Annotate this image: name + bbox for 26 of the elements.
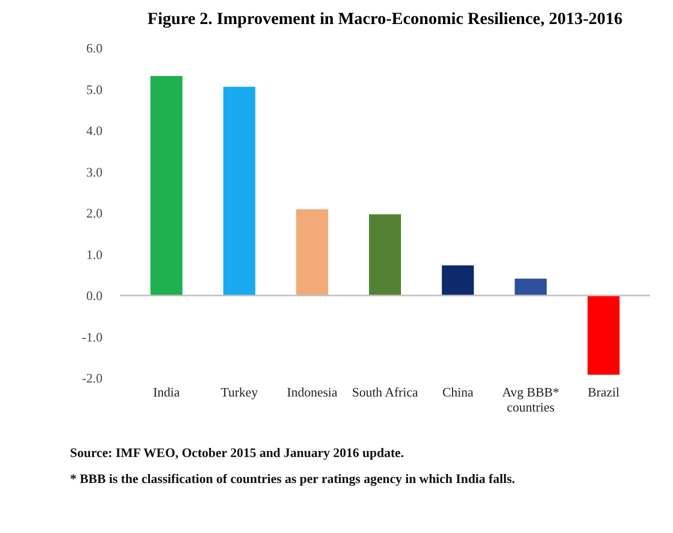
y-tick-label: -2.0: [82, 370, 102, 386]
y-tick-label: 2.0: [86, 206, 102, 220]
x-tick-label: Brazil: [588, 384, 620, 400]
bar: [514, 278, 547, 296]
text: * BBB is the classification of countries as per ratings agency in which India falls.: [70, 471, 516, 486]
bar: [223, 86, 256, 296]
x-tick-label: Avg BBB* countries: [502, 384, 560, 414]
y-tick-label: -1.0: [82, 329, 102, 344]
bar: [296, 209, 328, 296]
x-tick-label: India: [153, 384, 180, 400]
y-tick-label: 3.0: [86, 164, 102, 180]
y-tick-label: 5.0: [86, 82, 102, 97]
y-tick-label: 6.0: [86, 40, 102, 56]
bar: [588, 296, 620, 375]
chart-title: Figure 2. Improvement in Macro-Economic Resilience, 2013-2016: [148, 9, 622, 28]
x-tick-label: Turkey: [220, 384, 258, 400]
y-tick-label: 1.0: [86, 246, 102, 262]
y-tick-label: 0.0: [86, 288, 102, 303]
x-tick-label: South Africa: [352, 384, 418, 400]
bar: [150, 76, 182, 296]
y-tick-label: 4.0: [86, 123, 102, 138]
bar: [369, 214, 401, 296]
x-tick-label: China: [442, 384, 474, 400]
bar: [442, 265, 474, 296]
x-tick-label: Indonesia: [286, 384, 338, 400]
source-note: Source: IMF WEO, October 2015 and January 2016 update.: [70, 445, 404, 460]
